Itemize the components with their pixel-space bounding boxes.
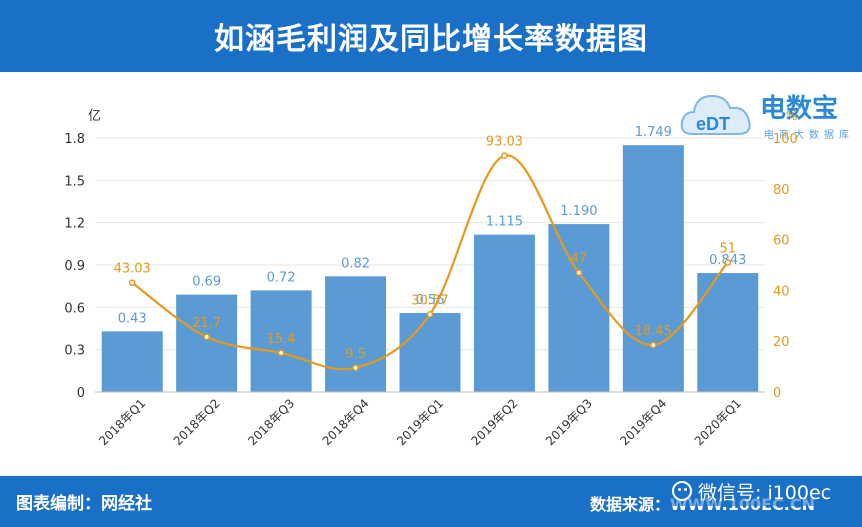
wechat-id: 微信号: i100ec bbox=[698, 481, 832, 504]
line-value-label: 9.5 bbox=[345, 347, 366, 362]
cloud-icon: eDT bbox=[680, 94, 751, 135]
chart-area: 0.430.690.720.820.561.1151.1901.7490.843… bbox=[64, 109, 798, 448]
line-value-label: 15.4 bbox=[267, 332, 296, 347]
y2-axis-unit: % bbox=[786, 109, 797, 123]
y-tick-label: 0.6 bbox=[64, 301, 85, 316]
x-tick-label: 2018年Q1 bbox=[96, 396, 148, 448]
bar-value-label: 0.72 bbox=[267, 270, 296, 285]
y2-tick-label: 40 bbox=[773, 284, 790, 299]
line-value-label: 43.03 bbox=[114, 262, 151, 277]
title-banner: 如涵毛利润及同比增长率数据图 bbox=[0, 0, 862, 72]
line-point bbox=[277, 349, 285, 357]
line-point bbox=[203, 333, 211, 341]
line-point bbox=[426, 311, 434, 318]
x-tick-label: 2018年Q3 bbox=[245, 396, 297, 448]
x-tick-label: 2018年Q2 bbox=[171, 396, 223, 448]
logo-brand: 电数宝 bbox=[760, 94, 839, 124]
x-tick-label: 2019年Q4 bbox=[617, 396, 669, 448]
x-tick-label: 2020年Q1 bbox=[692, 396, 744, 448]
wechat-icon bbox=[672, 481, 692, 501]
left-axis-ticks: 0 0.3 0.6 0.9 1.2 1.5 1.8 bbox=[64, 132, 85, 401]
bar-value-label: 0.69 bbox=[192, 275, 221, 290]
bar bbox=[548, 224, 610, 392]
line-point bbox=[575, 269, 583, 276]
x-tick-label: 2019年Q2 bbox=[469, 396, 521, 448]
line-value-label: 18.45 bbox=[635, 324, 672, 339]
bar-value-label: 1.190 bbox=[560, 204, 597, 219]
y-tick-label: 1.5 bbox=[64, 174, 85, 189]
logo-badge: eDT bbox=[696, 114, 730, 134]
bar bbox=[399, 312, 461, 392]
x-tick-label: 2018年Q4 bbox=[320, 396, 372, 448]
y2-tick-label: 80 bbox=[773, 183, 790, 198]
bar bbox=[622, 145, 684, 392]
line-value-label: 30.57 bbox=[411, 293, 448, 308]
line-value-label: 21.7 bbox=[192, 316, 221, 331]
y-axis-unit: 亿 bbox=[88, 109, 101, 124]
y2-tick-label: 100 bbox=[773, 132, 798, 147]
logo-tagline: 电商大数据库 bbox=[764, 130, 854, 141]
y-tick-label: 1.8 bbox=[64, 132, 85, 147]
y2-tick-label: 0 bbox=[773, 386, 781, 401]
x-tick-label: 2019年Q1 bbox=[394, 396, 446, 448]
right-axis-ticks: 0 20 40 60 80 100 bbox=[773, 132, 798, 401]
line-points bbox=[128, 152, 732, 372]
bar-value-label: 1.115 bbox=[486, 215, 523, 230]
growth-rate-line bbox=[131, 154, 729, 371]
line-labels: 43.03 21.7 15.4 9.5 30.57 93.03 47 18.45 51 bbox=[114, 135, 736, 362]
x-axis-labels: 2018年Q1 2018年Q2 2018年Q3 2018年Q4 2019年Q1 2019年… bbox=[96, 396, 744, 448]
y2-tick-label: 60 bbox=[773, 234, 790, 249]
wechat-watermark: 微信号: i100ec bbox=[664, 476, 840, 506]
line-value-label: 93.03 bbox=[486, 135, 523, 150]
x-tick-label: 2019年Q3 bbox=[543, 396, 595, 448]
y-tick-label: 0 bbox=[77, 386, 85, 401]
bar bbox=[101, 331, 163, 392]
bar-value-label: 0.43 bbox=[118, 311, 147, 326]
bar-series bbox=[101, 145, 759, 392]
y2-tick-label: 20 bbox=[773, 335, 790, 350]
bar bbox=[325, 276, 387, 392]
line-point bbox=[649, 341, 657, 349]
y-tick-label: 1.2 bbox=[64, 217, 85, 232]
line-point bbox=[128, 279, 136, 287]
y-tick-label: 0.3 bbox=[64, 344, 85, 359]
line-point bbox=[724, 259, 732, 266]
bar-value-label: 0.82 bbox=[341, 256, 370, 271]
y-tick-label: 0.9 bbox=[64, 259, 85, 274]
footer-credit: 图表编制：网经社 bbox=[16, 494, 152, 514]
line-value-label: 51 bbox=[720, 241, 737, 256]
edt-logo: eDT 电数宝 电商大数据库 bbox=[678, 82, 858, 144]
chart-title: 如涵毛利润及同比增长率数据图 bbox=[214, 22, 648, 57]
bar bbox=[250, 290, 312, 392]
line-point bbox=[501, 152, 508, 160]
line-point bbox=[352, 364, 359, 372]
bar bbox=[473, 234, 535, 392]
bar-value-label: 1.749 bbox=[635, 125, 672, 140]
line-value-label: 47 bbox=[571, 252, 588, 267]
